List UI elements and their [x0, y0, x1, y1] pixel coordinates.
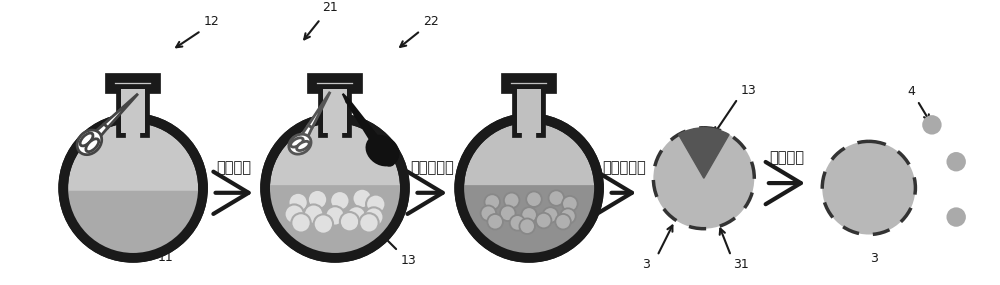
Circle shape: [308, 190, 327, 209]
Circle shape: [562, 196, 578, 211]
Polygon shape: [300, 125, 312, 141]
Bar: [110, 78, 156, 89]
Circle shape: [521, 207, 537, 223]
Circle shape: [366, 195, 385, 214]
Circle shape: [560, 208, 576, 224]
Bar: [323, 89, 347, 133]
Circle shape: [922, 115, 942, 135]
Circle shape: [459, 118, 599, 258]
Circle shape: [484, 194, 500, 210]
Circle shape: [504, 193, 519, 208]
Circle shape: [510, 215, 525, 231]
Text: 3: 3: [870, 252, 878, 265]
Circle shape: [288, 193, 308, 212]
Circle shape: [330, 191, 350, 210]
Text: 溶胶凝胶法: 溶胶凝胶法: [410, 160, 454, 175]
Polygon shape: [347, 100, 381, 146]
Text: 3: 3: [643, 258, 650, 271]
Ellipse shape: [291, 138, 303, 147]
Text: 反溶剂法: 反溶剂法: [217, 160, 252, 175]
Polygon shape: [91, 124, 108, 140]
Circle shape: [265, 118, 405, 258]
Text: 11: 11: [157, 251, 173, 264]
Circle shape: [304, 204, 323, 224]
Bar: [121, 89, 145, 133]
Circle shape: [481, 205, 496, 221]
Text: 4: 4: [908, 85, 915, 98]
Circle shape: [653, 128, 754, 229]
Polygon shape: [104, 94, 138, 128]
Bar: [517, 89, 541, 133]
Circle shape: [384, 155, 395, 166]
Ellipse shape: [289, 134, 311, 154]
Bar: [517, 89, 541, 133]
Circle shape: [285, 204, 304, 224]
Circle shape: [352, 189, 372, 208]
Circle shape: [63, 118, 203, 258]
Bar: [506, 78, 552, 89]
Bar: [312, 78, 358, 89]
Ellipse shape: [297, 141, 309, 150]
Ellipse shape: [86, 139, 99, 152]
Ellipse shape: [367, 136, 398, 165]
Polygon shape: [63, 191, 203, 258]
Circle shape: [314, 214, 333, 234]
Circle shape: [359, 213, 379, 233]
Text: 12: 12: [204, 15, 220, 28]
Wedge shape: [679, 128, 729, 178]
Circle shape: [822, 141, 915, 235]
Polygon shape: [265, 185, 405, 258]
Circle shape: [946, 152, 966, 172]
Text: 13: 13: [741, 84, 756, 97]
Circle shape: [536, 213, 551, 228]
Polygon shape: [308, 92, 330, 128]
Circle shape: [555, 214, 571, 229]
Text: 13: 13: [401, 254, 417, 267]
Circle shape: [549, 190, 564, 206]
Text: 过滤、干燥: 过滤、干燥: [602, 160, 646, 175]
Circle shape: [291, 213, 311, 233]
Circle shape: [543, 207, 558, 223]
Circle shape: [526, 192, 542, 207]
Text: 水泥液相: 水泥液相: [769, 150, 804, 166]
Bar: [121, 89, 145, 133]
Circle shape: [340, 212, 359, 231]
Ellipse shape: [77, 130, 102, 155]
Circle shape: [519, 219, 535, 234]
Text: 31: 31: [733, 258, 749, 271]
Circle shape: [364, 207, 384, 227]
Circle shape: [325, 206, 345, 226]
Text: 22: 22: [423, 15, 439, 28]
Bar: [323, 89, 347, 133]
Circle shape: [500, 205, 516, 221]
Ellipse shape: [80, 133, 93, 146]
Polygon shape: [343, 94, 349, 102]
Circle shape: [347, 206, 366, 226]
Polygon shape: [459, 185, 599, 258]
Circle shape: [946, 207, 966, 227]
Text: 21: 21: [322, 1, 338, 14]
Circle shape: [487, 214, 503, 229]
